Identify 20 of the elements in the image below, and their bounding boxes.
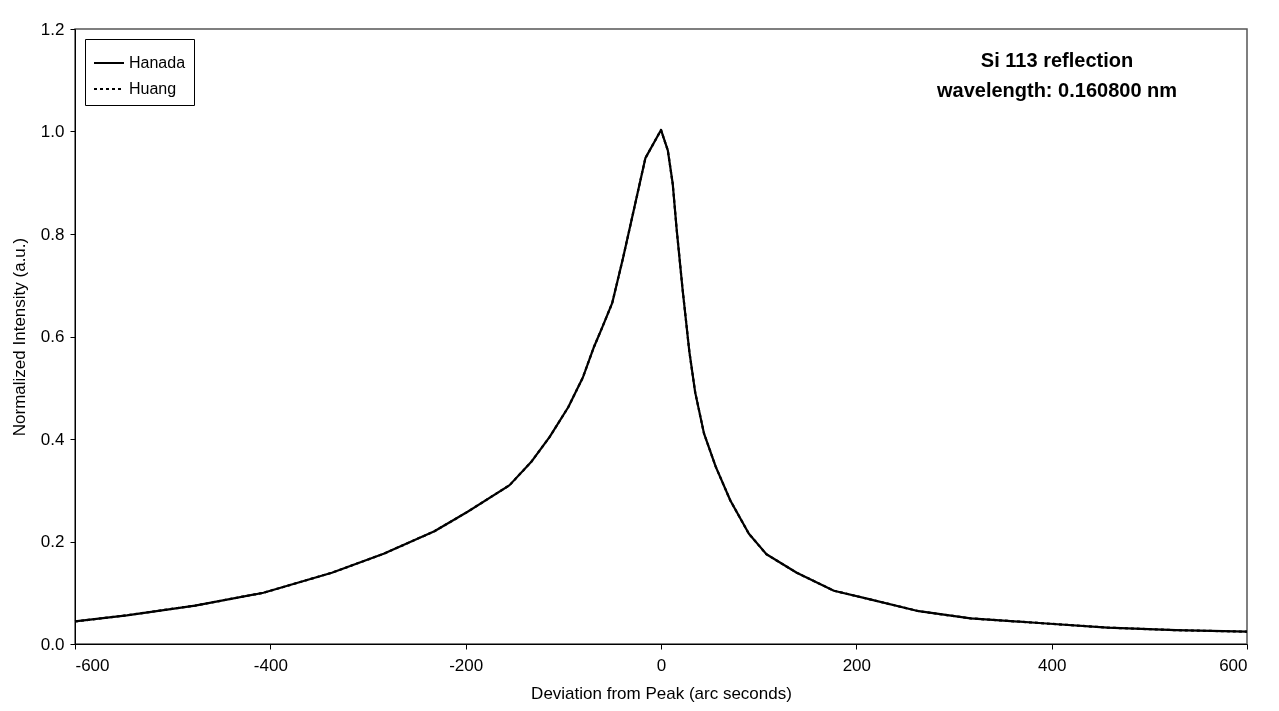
annotation: wavelength: 0.160800 nm: [935, 79, 1178, 101]
y-axis-title: Normalized Intensity (a.u.): [9, 237, 29, 437]
x-tick-label: 0: [656, 655, 667, 675]
x-tick-label: 600: [1219, 655, 1248, 675]
y-tick-label: 0.4: [40, 429, 65, 449]
x-tick-label: 400: [1037, 655, 1067, 675]
legend-label: Hanada: [129, 54, 186, 71]
y-tick-label: 0.2: [40, 532, 65, 551]
legend-label: Huang: [129, 80, 177, 97]
y-tick-label: 1.2: [40, 19, 65, 39]
x-tick-label: -600: [75, 655, 110, 675]
x-tick-label: -200: [449, 655, 484, 675]
x-tick-label: -400: [253, 655, 288, 675]
annotation: Si 113 reflection: [980, 49, 1134, 71]
y-tick-label: 0.0: [40, 634, 65, 654]
x-tick-label: 200: [842, 655, 872, 675]
y-tick-label: 0.8: [40, 224, 65, 244]
x-axis-title: Deviation from Peak (arc seconds): [531, 683, 792, 703]
y-tick-label: 0.6: [40, 327, 65, 346]
y-tick-label: 1.0: [40, 122, 65, 141]
